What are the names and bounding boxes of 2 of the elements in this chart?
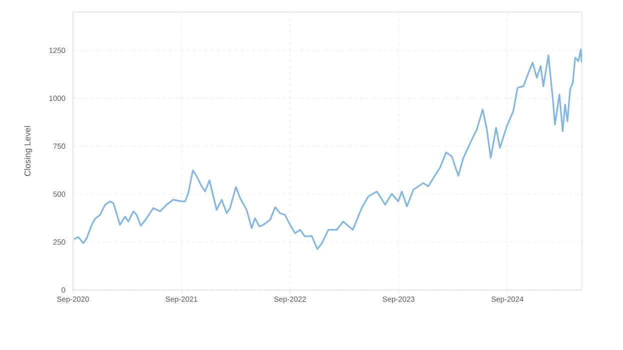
line-series xyxy=(73,48,582,250)
y-axis-title: Closing Level xyxy=(24,126,32,176)
